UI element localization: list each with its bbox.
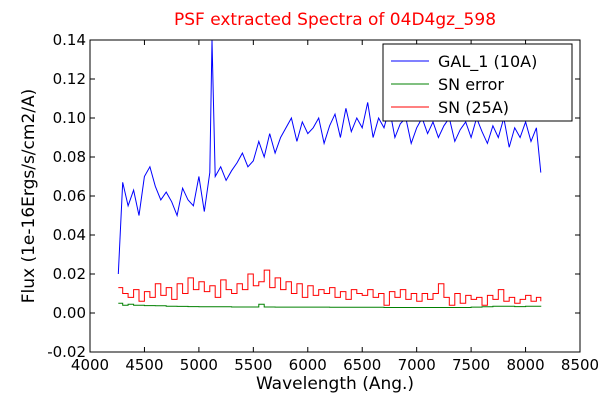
x-tick-label: 7500 <box>452 356 490 374</box>
legend-label-1: GAL_1 (10A) <box>438 52 537 72</box>
x-tick-label: 6000 <box>289 356 327 374</box>
y-tick-label: 0.06 <box>53 187 86 205</box>
y-tick-label: 0.14 <box>53 31 86 49</box>
y-tick-label: -0.02 <box>47 343 86 361</box>
x-axis-label: Wavelength (Ang.) <box>256 374 414 394</box>
plot-area <box>117 39 542 308</box>
x-tick-label: 5500 <box>234 356 272 374</box>
plot-frame <box>89 39 581 353</box>
series-line-3 <box>118 269 542 306</box>
x-tick-label: 6500 <box>343 356 381 374</box>
x-tick-label: 8000 <box>506 356 544 374</box>
legend-label-2: SN error <box>438 75 504 94</box>
y-axis-label: Flux (1e-16Ergs/s/cm2/A) <box>19 89 39 304</box>
y-tick-label: 0.04 <box>53 226 86 244</box>
y-tick-label: 0.02 <box>53 265 86 283</box>
x-tick-label: 8500 <box>561 356 599 374</box>
x-tick-label: 4500 <box>125 356 163 374</box>
y-tick-label: 0.12 <box>53 70 86 88</box>
tick-labels: 4000 4500 5000 5500 6000 6500 7000 7500 8000 8500… <box>47 31 599 374</box>
x-tick-label: 5000 <box>180 356 218 374</box>
series-line-1 <box>117 39 542 275</box>
legend-box <box>382 43 573 122</box>
legend: GAL_1 (10A) SN error SN (25A) <box>382 43 573 122</box>
series-line-2 <box>118 302 542 308</box>
y-tick-label: 0.08 <box>53 148 86 166</box>
chart-title: PSF extracted Spectra of 04D4gz_598 <box>174 10 496 30</box>
y-tick-label: 0.10 <box>53 109 86 127</box>
x-tick-label: 7000 <box>398 356 436 374</box>
y-tick-label: 0.00 <box>53 304 86 322</box>
x-tick-label: 4000 <box>71 356 109 374</box>
legend-label-3: SN (25A) <box>438 98 509 117</box>
